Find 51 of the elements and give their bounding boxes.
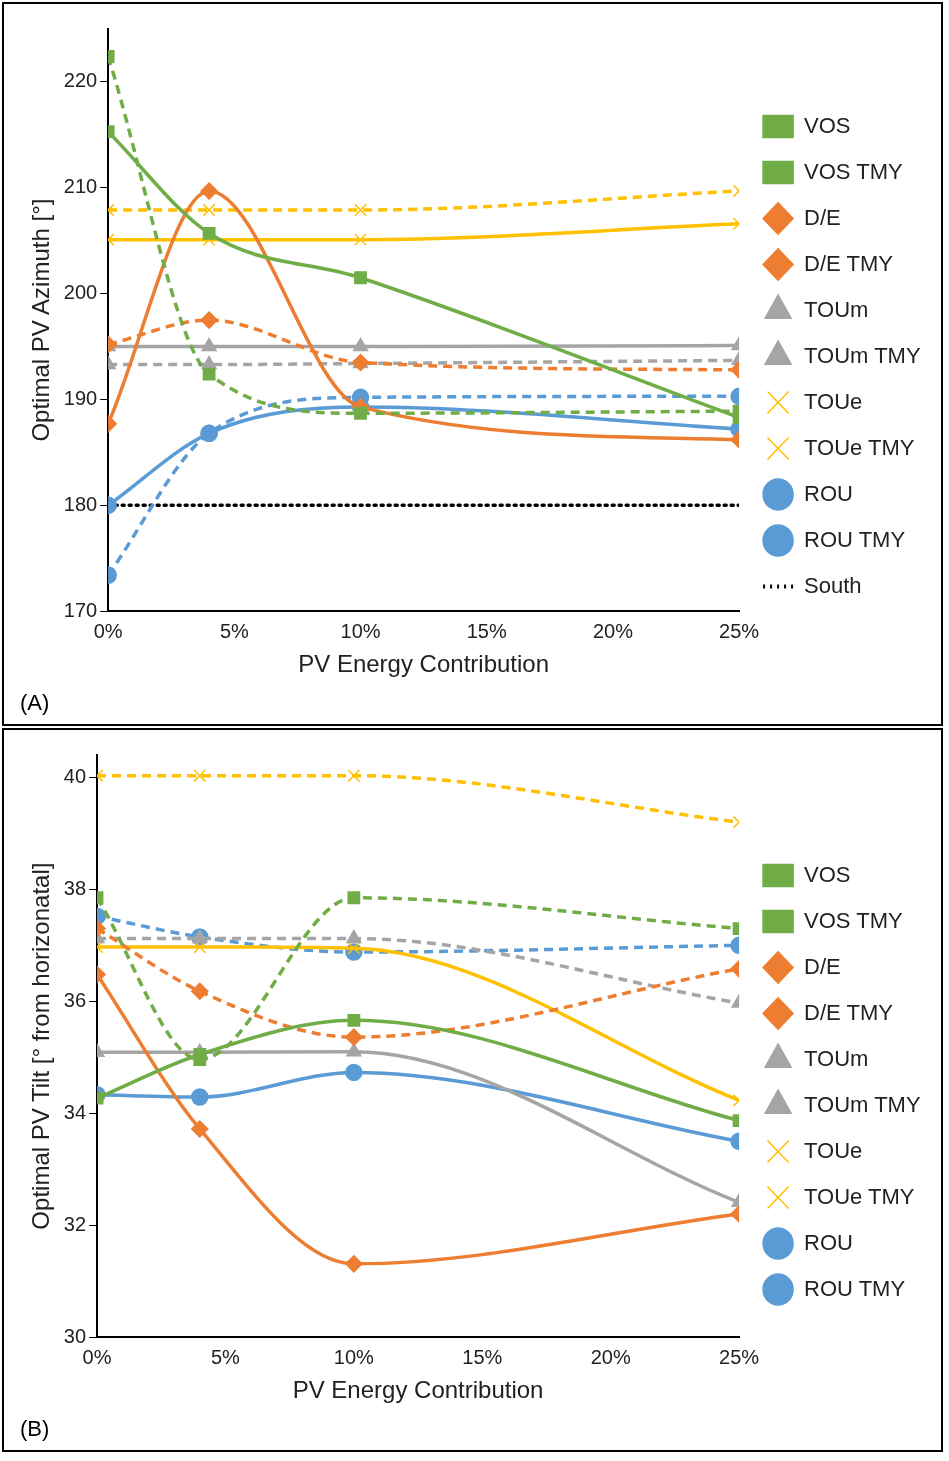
legend-label: VOS TMY — [804, 158, 904, 184]
y-tick-label: 180 — [63, 492, 98, 515]
x-tick-label: 0% — [93, 619, 123, 642]
y-tick-label: 220 — [63, 69, 98, 92]
y-axis-title: Optimal PV Tilt [° from horizonatal] — [27, 862, 55, 1230]
x-tick-label: 20% — [590, 1345, 631, 1368]
legend-label: TOUe TMY — [804, 434, 915, 460]
legend-label: D/E — [804, 204, 841, 230]
legend-label: TOUe — [804, 388, 863, 414]
y-tick-label: 38 — [63, 876, 87, 899]
legend-label: South — [804, 572, 862, 598]
x-tick-label: 15% — [462, 1345, 503, 1368]
text: (B) — [20, 1416, 50, 1442]
y-tick-label: 40 — [63, 764, 87, 787]
y-tick-label: 210 — [63, 175, 98, 198]
legend-label: D/E — [804, 953, 841, 979]
x-tick-label: 20% — [592, 619, 634, 642]
legend-label: D/E TMY — [804, 999, 894, 1025]
legend-label: ROU TMY — [804, 526, 906, 552]
y-tick-label: 200 — [63, 281, 98, 304]
legend-label: TOUm — [804, 1045, 869, 1071]
x-tick-label: 10% — [333, 1345, 375, 1368]
y-axis-title: Optimal PV Azimuth [°] — [27, 198, 55, 442]
legend-label: ROU — [804, 1229, 853, 1255]
x-tick-label: 5% — [211, 1345, 241, 1368]
x-tick-label: 10% — [340, 619, 381, 642]
legend-label: TOUm TMY — [804, 1091, 921, 1117]
legend-label: ROU — [804, 480, 853, 506]
x-axis-title: PV Energy Contribution — [298, 650, 550, 678]
legend-label: TOUm TMY — [804, 342, 921, 368]
x-tick-label: 15% — [466, 619, 507, 642]
text: (A) — [20, 690, 50, 716]
y-tick-label: 32 — [63, 1212, 87, 1235]
x-tick-label: 25% — [719, 619, 760, 642]
legend-label: ROU TMY — [804, 1275, 906, 1301]
legend-label: D/E TMY — [804, 250, 894, 276]
x-tick-label: 25% — [719, 1345, 760, 1368]
y-tick-label: 190 — [63, 387, 98, 410]
y-tick-label: 170 — [63, 598, 98, 621]
x-axis-title: PV Energy Contribution — [292, 1376, 544, 1404]
legend-label: TOUm — [804, 296, 869, 322]
y-tick-label: 34 — [63, 1100, 87, 1123]
legend-label: VOS TMY — [804, 907, 904, 933]
legend-label: VOS — [804, 861, 851, 887]
y-tick-label: 30 — [63, 1324, 87, 1347]
y-tick-label: 36 — [63, 988, 87, 1011]
x-tick-label: 0% — [82, 1345, 112, 1368]
legend-label: VOS — [804, 112, 851, 138]
x-tick-label: 5% — [219, 619, 250, 642]
legend-label: TOUe TMY — [804, 1183, 915, 1209]
legend-label: TOUe — [804, 1137, 863, 1163]
